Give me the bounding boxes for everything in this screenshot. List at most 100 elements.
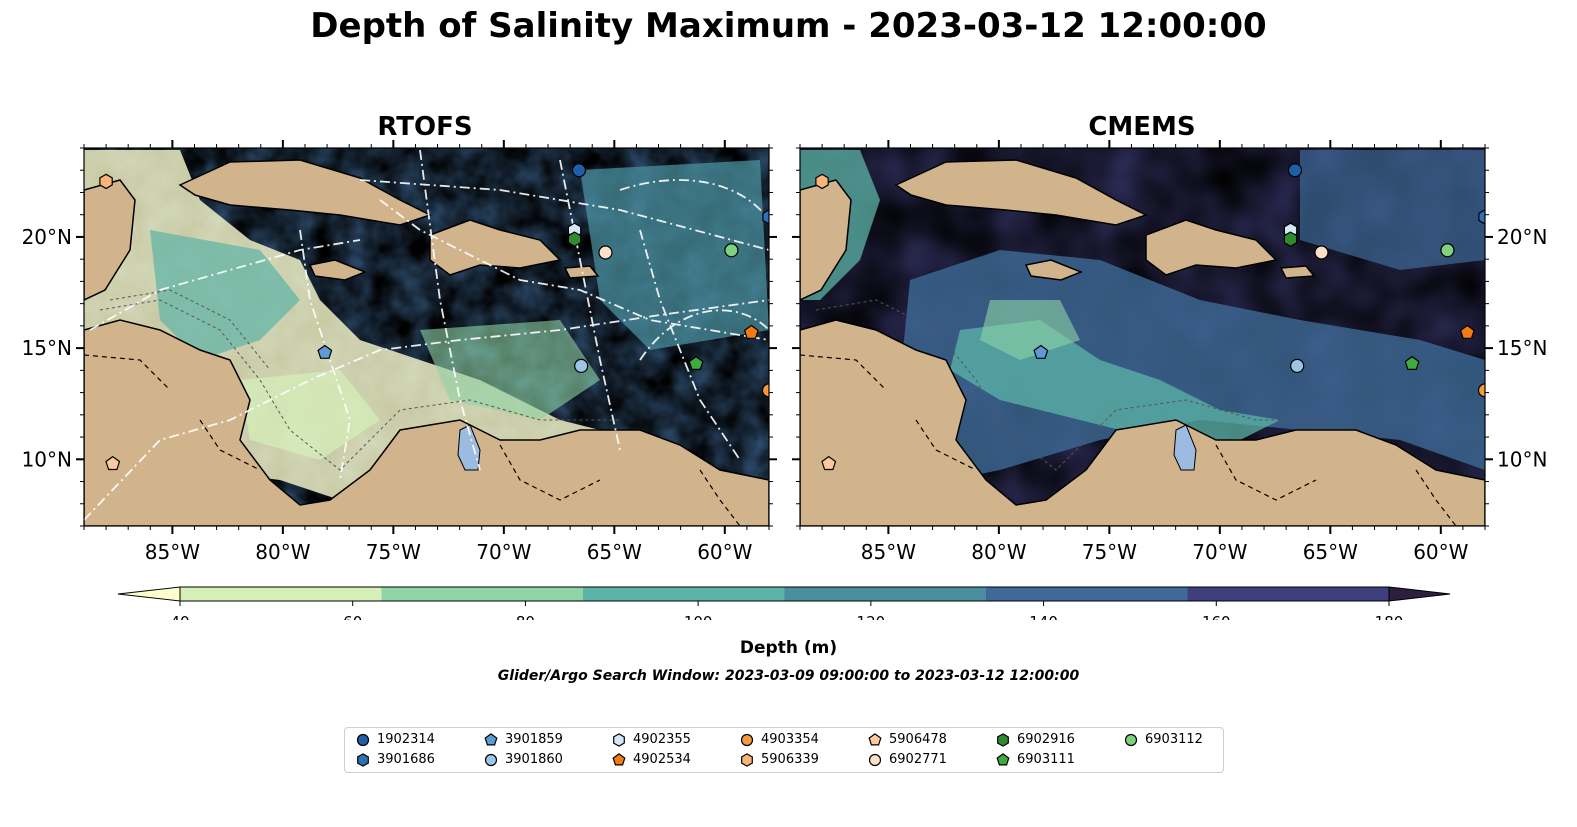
pentagon-marker-icon — [484, 732, 498, 745]
float-marker-4903354 — [761, 383, 769, 398]
legend-item-3901859: 3901859 — [483, 731, 563, 749]
legend-item-6902771: 6902771 — [867, 751, 947, 769]
legend-label: 5906478 — [889, 732, 947, 747]
pentagon-marker-icon — [868, 732, 882, 745]
legend-marker — [484, 732, 498, 745]
colorbar-segment — [583, 587, 785, 601]
float-marker-5906339 — [815, 173, 829, 190]
legend-marker — [740, 733, 754, 746]
hexagon-marker-icon — [357, 752, 369, 767]
pentagon-marker-icon — [996, 752, 1010, 765]
x-tick-label: 70°W — [1192, 540, 1247, 564]
legend-label: 6902916 — [1017, 732, 1075, 747]
x-tick-label: 65°W — [1303, 540, 1358, 564]
legend-marker — [868, 732, 882, 745]
circle-marker-icon — [740, 733, 754, 746]
x-tick-label: 80°W — [971, 540, 1026, 564]
legend-label: 6903112 — [1145, 732, 1203, 747]
x-tick-label: 65°W — [587, 540, 642, 564]
colorbar-segment — [986, 587, 1188, 601]
float-marker-6902916 — [1283, 231, 1298, 247]
colorbar-tick-label: 140 — [1029, 613, 1058, 620]
legend-label: 5906339 — [761, 752, 819, 767]
colorbar-tick-label: 100 — [684, 613, 713, 620]
colorbar-segment — [180, 587, 382, 601]
legend-item-6902916: 6902916 — [995, 731, 1075, 749]
legend-marker — [357, 752, 369, 767]
float-marker-5906478 — [821, 455, 837, 471]
legend-item-5906339: 5906339 — [739, 751, 819, 769]
colorbar-extend-low — [117, 586, 181, 602]
float-marker-3901860 — [1290, 358, 1305, 374]
legend-marker — [741, 752, 753, 767]
map-axis-ticks: 85°W 80°W 75°W 70°W 65°W 60°W 20°N 15°N 10°N 85°W… — [22, 140, 1547, 564]
x-tick-label: 60°W — [697, 540, 752, 564]
legend-item-1902314: 1902314 — [355, 731, 435, 749]
float-marker-5906339 — [99, 173, 113, 190]
float-marker-6903111 — [1404, 355, 1420, 370]
circle-marker-icon — [484, 753, 498, 766]
float-marker-3901860 — [574, 358, 589, 374]
x-tick-label: 85°W — [861, 540, 916, 564]
float-marker-6903111 — [688, 355, 704, 370]
circle-marker-icon — [356, 733, 370, 746]
legend-label: 4903354 — [761, 732, 819, 747]
circle-marker-icon — [868, 753, 882, 766]
circle-marker-icon — [1124, 733, 1138, 746]
legend-marker — [613, 732, 625, 747]
float-marker-6903112 — [724, 243, 739, 258]
x-tick-label: 75°W — [366, 540, 421, 564]
x-tick-label: 60°W — [1413, 540, 1468, 564]
legend-item-4903354: 4903354 — [739, 731, 819, 749]
y-tick-label-left: 20°N — [22, 225, 72, 249]
legend-item-3901686: 3901686 — [355, 751, 435, 769]
pentagon-marker-icon — [612, 752, 626, 765]
x-tick-label: 75°W — [1082, 540, 1137, 564]
legend-marker — [1124, 733, 1138, 746]
legend-marker — [612, 752, 626, 765]
legend-label: 4902534 — [633, 752, 691, 767]
panel-title-rtofs: RTOFS — [377, 112, 473, 142]
colorbar-tick-label: 40 — [170, 613, 189, 620]
legend-label: 4902355 — [633, 732, 691, 747]
legend-label: 6903111 — [1017, 752, 1075, 767]
hexagon-marker-icon — [997, 732, 1009, 747]
float-marker-3901686 — [1478, 209, 1485, 225]
legend-label: 1902314 — [377, 732, 435, 747]
float-marker-6902771 — [598, 245, 613, 260]
colorbar-segment — [381, 587, 584, 601]
legend-marker — [356, 733, 370, 746]
legend-label: 3901859 — [505, 732, 563, 747]
float-marker-1902314 — [571, 163, 587, 178]
y-tick-label-right: 10°N — [1497, 447, 1547, 471]
legend-item-4902534: 4902534 — [611, 751, 691, 769]
legend-marker — [484, 753, 498, 766]
legend-label: 6902771 — [889, 752, 947, 767]
map-panels: 85°W 80°W 75°W 70°W 65°W 60°W 20°N 15°N 10°N 85°W… — [22, 140, 1547, 620]
legend-item-6903112: 6903112 — [1123, 731, 1203, 749]
float-marker-3901859 — [1033, 344, 1049, 359]
float-marker-4902534 — [1459, 324, 1475, 339]
colorbar-segment — [784, 587, 987, 601]
legend-marker — [996, 752, 1010, 765]
legend-label: 3901860 — [505, 752, 563, 767]
x-tick-label: 70°W — [476, 540, 531, 564]
rtofs-map — [84, 148, 769, 526]
float-marker-5906478 — [105, 455, 121, 471]
colorbar-extend-high — [1388, 586, 1451, 602]
figure-title: Depth of Salinity Maximum - 2023-03-12 1… — [310, 6, 1267, 46]
panel-title-cmems: CMEMS — [1088, 112, 1196, 142]
y-tick-label-right: 20°N — [1497, 225, 1547, 249]
legend-item-4902355: 4902355 — [611, 731, 691, 749]
float-marker-6902916 — [567, 231, 582, 247]
hexagon-marker-icon — [613, 732, 625, 747]
legend-item-5906478: 5906478 — [867, 731, 947, 749]
colorbar-segment — [1187, 587, 1390, 601]
rtofs-float-markers — [99, 163, 769, 471]
y-tick-label-left: 15°N — [22, 336, 72, 360]
depth-colorbar: 40 60 80 100 120 140 160 180 — [117, 586, 1451, 620]
legend-label: 3901686 — [377, 752, 435, 767]
hexagon-marker-icon — [741, 752, 753, 767]
cmems-float-markers — [815, 163, 1485, 471]
float-marker-3901686 — [762, 209, 769, 225]
